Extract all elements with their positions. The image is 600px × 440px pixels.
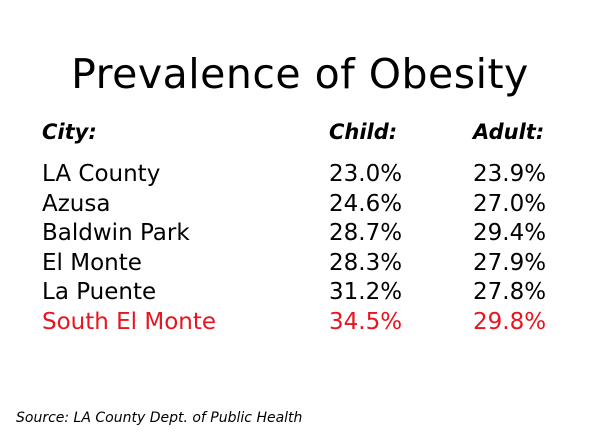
adult-cell: 27.8% [473, 279, 547, 305]
child-cell: 31.2% [329, 279, 403, 305]
table-row: Azusa 24.6% 27.0% [0, 190, 600, 220]
table-row-highlighted: South El Monte 34.5% 29.8% [0, 308, 600, 338]
slide-title: Prevalence of Obesity [71, 50, 529, 98]
adult-cell: 29.8% [473, 308, 547, 335]
table-row: LA County 23.0% 23.9% [0, 160, 600, 190]
child-cell: 28.3% [329, 249, 403, 276]
child-cell: 28.7% [329, 220, 403, 246]
column-header-child: Child: [329, 120, 398, 144]
city-cell: El Monte [42, 249, 142, 276]
adult-cell: 27.0% [473, 190, 547, 217]
column-header-adult: Adult: [473, 120, 545, 144]
table-row: El Monte 28.3% 27.9% [0, 249, 600, 279]
city-cell: Baldwin Park [42, 220, 190, 246]
column-header-city: City: [42, 120, 97, 144]
city-cell: LA County [42, 161, 161, 187]
city-cell: Azusa [42, 190, 111, 217]
adult-cell: 23.9% [473, 161, 547, 187]
child-cell: 23.0% [329, 161, 403, 187]
table-row: Baldwin Park 28.7% 29.4% [0, 219, 600, 249]
table-row: La Puente 31.2% 27.8% [0, 278, 600, 308]
source-citation: Source: LA County Dept. of Public Health [16, 410, 303, 426]
data-table: LA County 23.0% 23.9% Azusa 24.6% 27.0% … [0, 160, 600, 337]
adult-cell: 27.9% [473, 249, 547, 276]
city-cell: La Puente [42, 279, 157, 305]
adult-cell: 29.4% [473, 220, 547, 246]
child-cell: 24.6% [329, 190, 403, 217]
child-cell: 34.5% [329, 308, 403, 335]
city-cell: South El Monte [42, 308, 217, 335]
